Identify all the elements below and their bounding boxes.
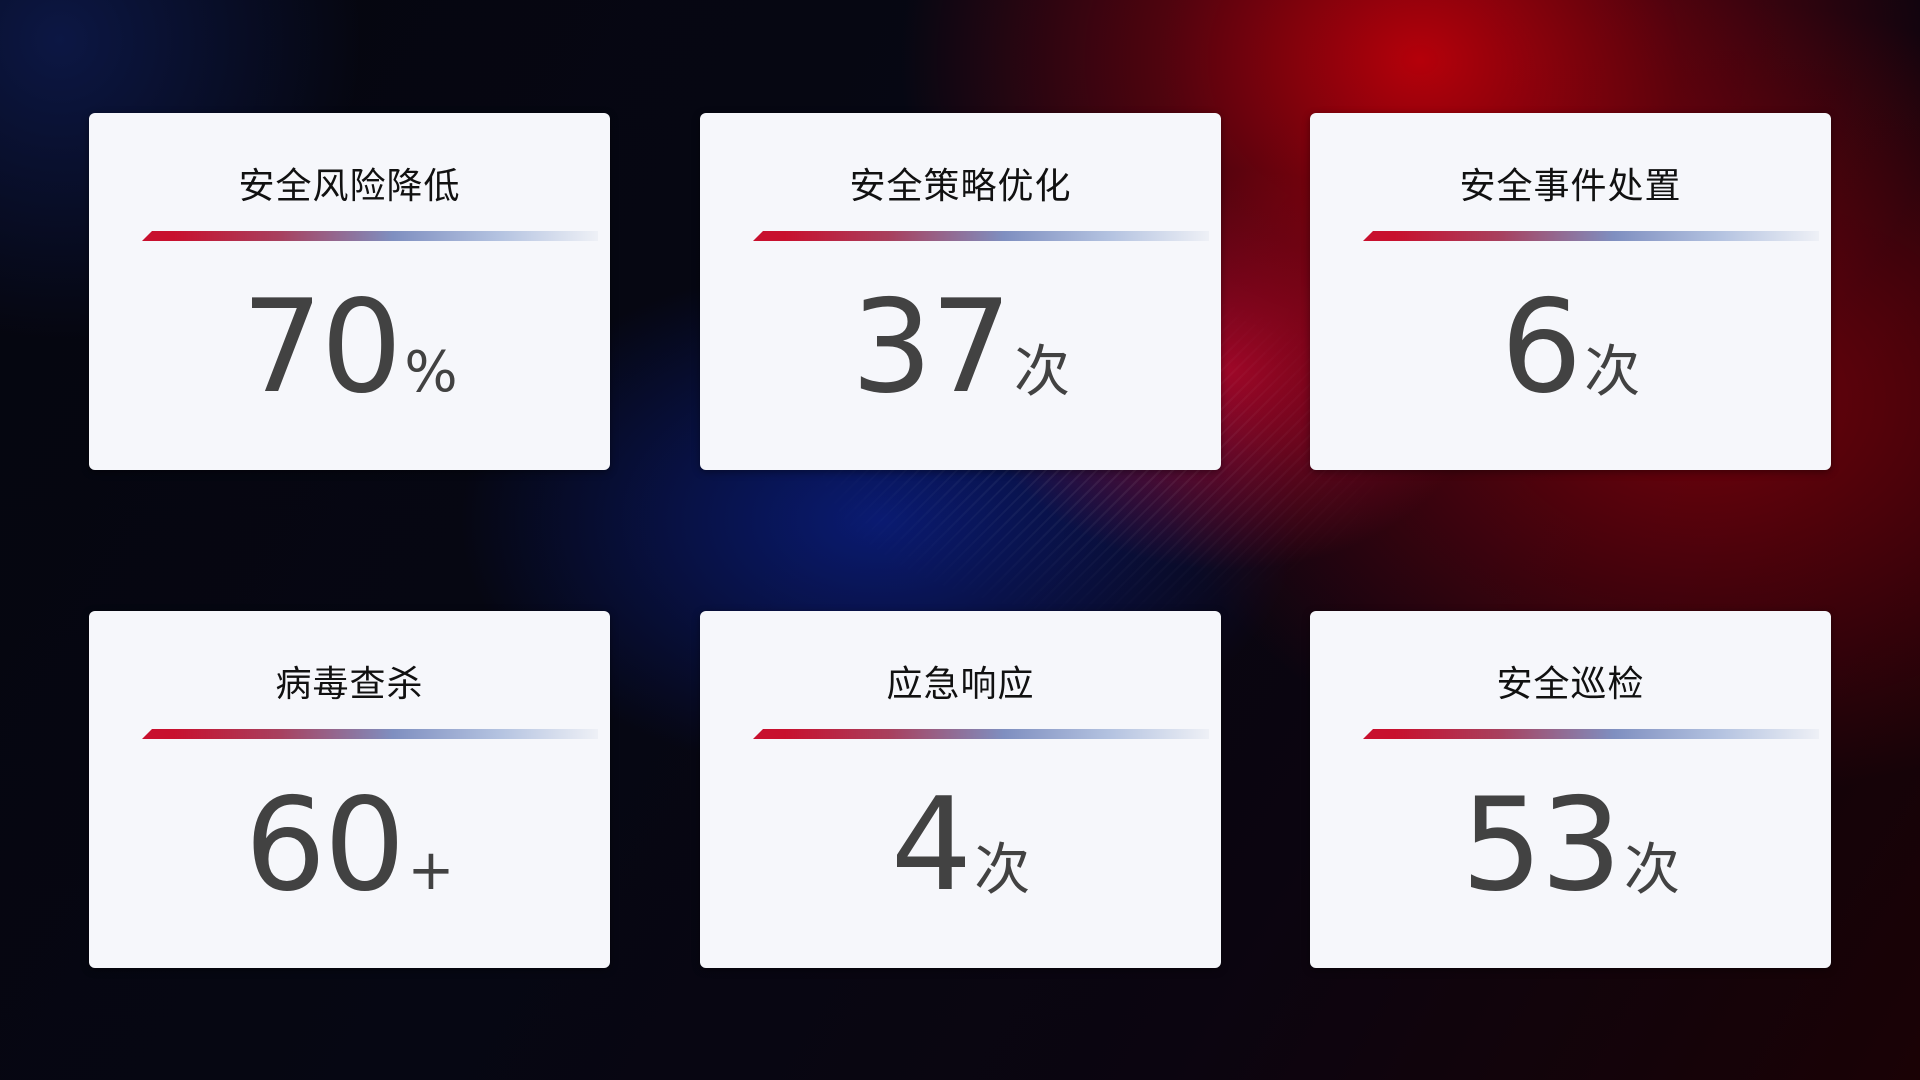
card-divider [1363,231,1819,241]
value-number: 6 [1500,273,1582,422]
value-unit: 次 [1584,340,1641,405]
value-number: 53 [1461,771,1622,920]
card-title: 安全风险降低 [238,166,461,207]
value-unit: 次 [974,838,1031,903]
stat-card-incident-handling: 安全事件处置 6次 [1310,113,1831,470]
value-number: 37 [851,273,1012,422]
card-title: 病毒查杀 [275,664,424,705]
card-value: 4次 [700,771,1221,920]
value-unit: 次 [1013,340,1070,405]
card-title: 安全事件处置 [1459,166,1682,207]
card-title: 安全策略优化 [849,166,1072,207]
card-divider [753,231,1209,241]
stat-card-security-patrol: 安全巡检 53次 [1310,611,1831,968]
stat-card-emergency-response: 应急响应 4次 [700,611,1221,968]
card-title: 安全巡检 [1496,664,1645,705]
card-value: 60+ [89,771,610,920]
card-divider [753,729,1209,739]
card-title: 应急响应 [886,664,1035,705]
card-value: 37次 [700,273,1221,422]
card-value: 70% [89,273,610,422]
value-unit: % [404,340,458,405]
value-unit: 次 [1623,838,1680,903]
stat-card-policy-optimization: 安全策略优化 37次 [700,113,1221,470]
stat-card-virus-removal: 病毒查杀 60+ [89,611,610,968]
value-number: 60 [244,771,406,920]
card-value: 53次 [1310,771,1831,920]
card-divider [142,729,598,739]
card-divider [1363,729,1819,739]
stat-card-risk-reduction: 安全风险降低 70% [89,113,610,470]
value-unit: + [407,838,455,903]
card-value: 6次 [1310,273,1831,422]
card-divider [142,231,598,241]
value-number: 4 [890,771,972,920]
value-number: 70 [241,273,402,422]
